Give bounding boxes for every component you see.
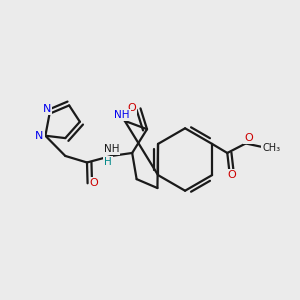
Text: N: N bbox=[42, 104, 51, 114]
Text: N: N bbox=[35, 131, 44, 141]
Text: CH₃: CH₃ bbox=[262, 142, 280, 153]
Text: O: O bbox=[244, 133, 253, 143]
Text: NH: NH bbox=[114, 110, 130, 120]
Text: NH: NH bbox=[103, 143, 119, 154]
Text: H: H bbox=[104, 158, 112, 167]
Text: O: O bbox=[90, 178, 98, 188]
Text: O: O bbox=[127, 103, 136, 113]
Text: O: O bbox=[228, 170, 236, 180]
